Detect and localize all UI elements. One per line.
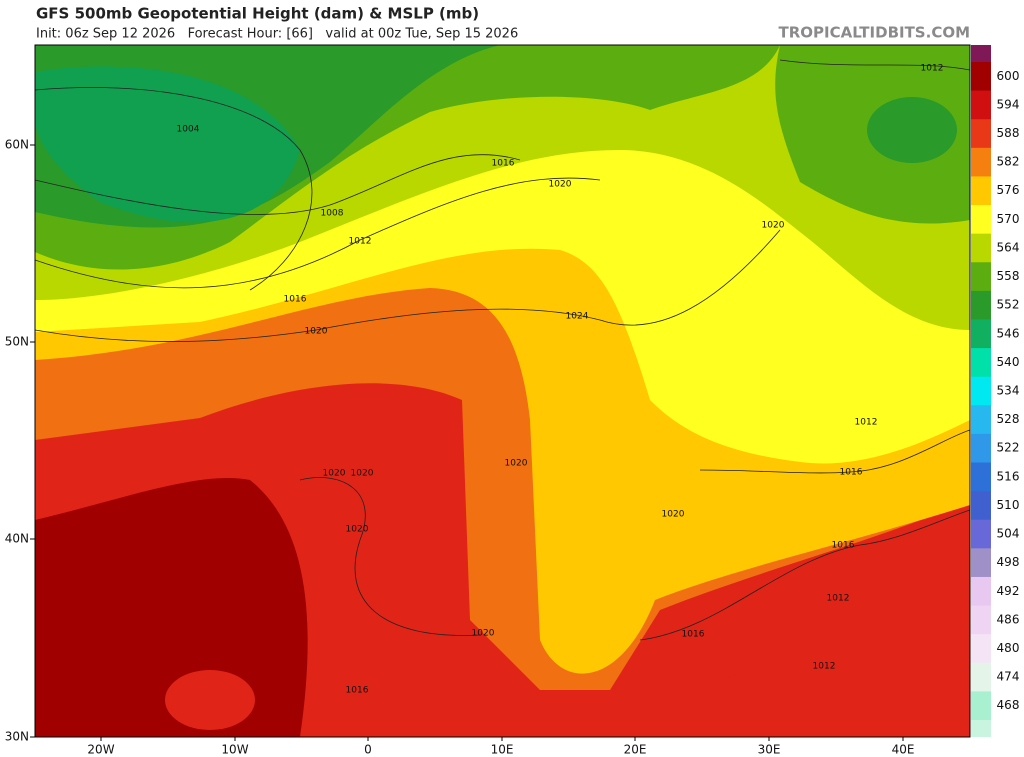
colorbar-label: 576 (997, 183, 1020, 197)
colorbar-swatch (971, 662, 991, 692)
colorbar-label: 486 (997, 612, 1020, 626)
colorbar-label: 552 (997, 298, 1020, 312)
colorbar-swatch (971, 634, 991, 664)
isobar-label: 1016 (840, 468, 863, 478)
colorbar-swatch (971, 462, 991, 492)
isobar-label: 1012 (813, 662, 836, 672)
isobar-label: 1020 (472, 629, 495, 639)
colorbar-swatch (971, 119, 991, 149)
colorbar-label: 564 (997, 240, 1020, 254)
colorbar-label: 510 (997, 498, 1020, 512)
isobar-label: 1020 (323, 469, 346, 479)
colorbar-swatch (971, 147, 991, 177)
colorbar-label: 534 (997, 384, 1020, 398)
lat-label: 50N (5, 335, 29, 349)
isobar-label: 1016 (346, 686, 369, 696)
colorbar-swatch (971, 491, 991, 521)
isobar-label: 1020 (346, 525, 369, 535)
colorbar-swatch (971, 205, 991, 235)
isobar-label: 1020 (505, 459, 528, 469)
colorbar-swatch (971, 348, 991, 378)
isobar-label: 1008 (321, 209, 344, 219)
colorbar-label: 588 (997, 126, 1020, 140)
colorbar-label: 570 (997, 212, 1020, 226)
colorbar-swatch (971, 548, 991, 578)
lon-label: 0 (364, 743, 372, 757)
colorbar-label: 546 (997, 326, 1020, 340)
colorbar-label: 480 (997, 641, 1020, 655)
isobar-label: 1012 (921, 64, 944, 74)
isobar-label: 1012 (827, 594, 850, 604)
colorbar-label: 540 (997, 355, 1020, 369)
isobar-label: 1020 (662, 510, 685, 520)
colorbar-label: 474 (997, 670, 1020, 684)
map (35, 45, 970, 737)
lon-label: 40E (892, 743, 915, 757)
colorbar-under (971, 720, 991, 737)
isobar-label: 1016 (492, 159, 515, 169)
colorbar-swatch (971, 262, 991, 292)
colorbar-swatch (971, 405, 991, 435)
colorbar-label: 600 (997, 69, 1020, 83)
colorbar-swatch (971, 62, 991, 92)
lat-label: 40N (5, 532, 29, 546)
colorbar-swatch (971, 519, 991, 549)
isobar-label: 1004 (177, 125, 200, 135)
colorbar-swatch (971, 319, 991, 349)
lon-label: 10E (491, 743, 514, 757)
isobar-label: 1016 (682, 630, 705, 640)
title: GFS 500mb Geopotential Height (dam) & MS… (36, 5, 479, 23)
lon-label: 30E (758, 743, 781, 757)
isobar-label: 1020 (305, 327, 328, 337)
lon-label: 20W (87, 743, 114, 757)
colorbar-label: 498 (997, 555, 1020, 569)
colorbar-swatch (971, 376, 991, 406)
colorbar-label: 516 (997, 469, 1020, 483)
isobar-label: 1016 (284, 295, 307, 305)
colorbar-label: 492 (997, 584, 1020, 598)
colorbar-label: 582 (997, 155, 1020, 169)
watermark: TROPICALTIDBITS.COM (779, 24, 971, 42)
isobar-label: 1020 (549, 180, 572, 190)
isobar-label: 1012 (349, 237, 372, 247)
colorbar-label: 522 (997, 441, 1020, 455)
colorbar-label: 528 (997, 412, 1020, 426)
colorbar-swatch (971, 290, 991, 320)
colorbar-label: 594 (997, 97, 1020, 111)
isobar-label: 1020 (351, 469, 374, 479)
isobar-label: 1012 (855, 418, 878, 428)
colorbar-swatch (971, 233, 991, 263)
colorbar-swatch (971, 576, 991, 607)
colorbar-swatch (971, 176, 991, 206)
colorbar-swatch (971, 433, 991, 464)
colorbar-label: 468 (997, 698, 1020, 712)
colorbar-over (971, 45, 991, 62)
lat-label: 60N (5, 138, 29, 152)
subtitle: Init: 06z Sep 12 2026 Forecast Hour: [66… (36, 27, 518, 42)
lon-label: 20E (624, 743, 647, 757)
colorbar-swatch (971, 90, 991, 120)
colorbar-label: 558 (997, 269, 1020, 283)
colorbar-label: 504 (997, 527, 1020, 541)
colorbar-swatch (971, 605, 991, 635)
lon-label: 10W (221, 743, 248, 757)
isobar-label: 1016 (832, 541, 855, 551)
isobar-label: 1020 (762, 221, 785, 231)
lat-label: 30N (5, 730, 29, 744)
colorbar-swatch (971, 691, 991, 721)
isobar-label: 1024 (566, 312, 589, 322)
